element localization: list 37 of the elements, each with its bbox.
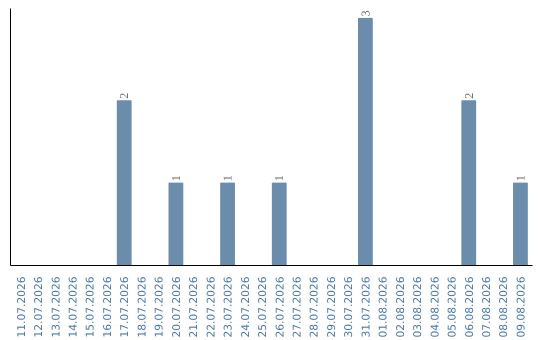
- data-label: 2: [117, 92, 132, 99]
- x-tick-label: 31.07.2026: [359, 276, 372, 338]
- data-label: 1: [168, 175, 183, 182]
- data-label: 2: [462, 92, 476, 99]
- x-tick-label: 16.07.2026: [100, 276, 114, 338]
- x-tick-label: 22.07.2026: [204, 276, 218, 338]
- x-tick-label: 12.07.2026: [32, 276, 46, 338]
- x-tick-label: 03.08.2026: [411, 276, 424, 338]
- x-tick-label: 06.08.2026: [462, 276, 476, 338]
- x-tick-label: 27.07.2026: [290, 276, 304, 338]
- x-tick-label: 26.07.2026: [273, 276, 286, 338]
- x-tick-label: 04.08.2026: [428, 276, 442, 338]
- x-tick-label: 09.08.2026: [514, 276, 528, 338]
- data-label: 3: [358, 10, 372, 16]
- x-tick-label: 18.07.2026: [135, 276, 148, 338]
- x-tick-label: 19.07.2026: [152, 276, 166, 338]
- x-tick-label: 23.07.2026: [222, 276, 235, 338]
- x-tick-label: 13.07.2026: [49, 276, 62, 338]
- x-tick-label: 01.08.2026: [376, 276, 390, 338]
- x-tick-label: 29.07.2026: [324, 276, 338, 338]
- x-tick-label: 20.07.2026: [170, 276, 183, 338]
- x-tick-label: 11.07.2026: [14, 276, 28, 338]
- x-tick-label: 24.07.2026: [238, 276, 252, 338]
- x-tick-label: 02.08.2026: [394, 276, 407, 338]
- data-label: 1: [272, 175, 286, 182]
- x-tick-label: 17.07.2026: [118, 276, 132, 338]
- x-tick-label: 28.07.2026: [308, 276, 321, 338]
- x-tick-label: 30.07.2026: [342, 276, 356, 338]
- x-tick-label: 05.08.2026: [446, 276, 459, 338]
- x-tick-label: 08.08.2026: [497, 276, 510, 338]
- data-label: 1: [513, 175, 528, 182]
- x-tick-label: 15.07.2026: [84, 276, 97, 338]
- x-tick-label: 25.07.2026: [256, 276, 270, 338]
- x-tick-label: 07.08.2026: [480, 276, 493, 338]
- x-tick-label: 14.07.2026: [66, 276, 80, 338]
- data-label: 1: [220, 175, 235, 182]
- x-tick-label: 21.07.2026: [187, 276, 200, 338]
